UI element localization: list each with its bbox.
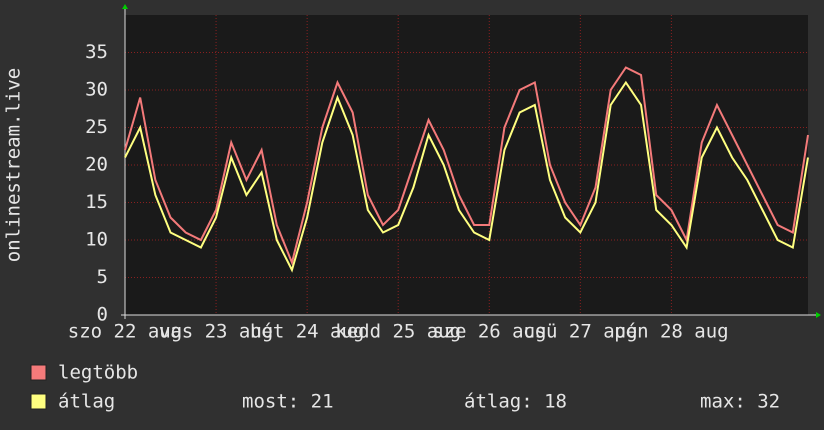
arrow: [122, 4, 128, 9]
y-tick-label: 15: [85, 191, 108, 213]
y-tick-label: 20: [85, 154, 108, 176]
legend-swatch: [30, 393, 47, 410]
legend-swatch: [30, 364, 47, 381]
series-line: [124, 80, 809, 273]
y-tick-label: 30: [85, 79, 108, 101]
y-tick-label: 10: [85, 229, 108, 251]
x-tick-label: vas 23 aug: [159, 321, 273, 343]
plot-area: [125, 15, 808, 315]
stat: max: 32: [700, 391, 780, 413]
legend-label: legtöbb: [58, 362, 138, 384]
x-tick-label: szo 22 aug: [68, 321, 182, 343]
x-tick-label: sze 26 aug: [432, 321, 546, 343]
x-tick-label: hét 24 aug: [250, 321, 364, 343]
stat: átlag: 18: [464, 391, 567, 413]
x-tick-label: pén 28 aug: [614, 321, 728, 343]
legend-label: átlag: [58, 391, 115, 413]
y-tick-label: 0: [97, 304, 108, 326]
series-line: [124, 66, 809, 266]
y-axis-label: onlinestream.live: [3, 68, 25, 262]
y-tick-label: 25: [85, 116, 108, 138]
x-tick-label: csü 27 aug: [523, 321, 637, 343]
y-tick-label: 35: [85, 41, 108, 63]
x-tick-label: kedd 25 aug: [335, 321, 461, 343]
arrow: [816, 312, 821, 318]
y-tick-label: 5: [97, 266, 108, 288]
stat: most: 21: [242, 391, 334, 413]
